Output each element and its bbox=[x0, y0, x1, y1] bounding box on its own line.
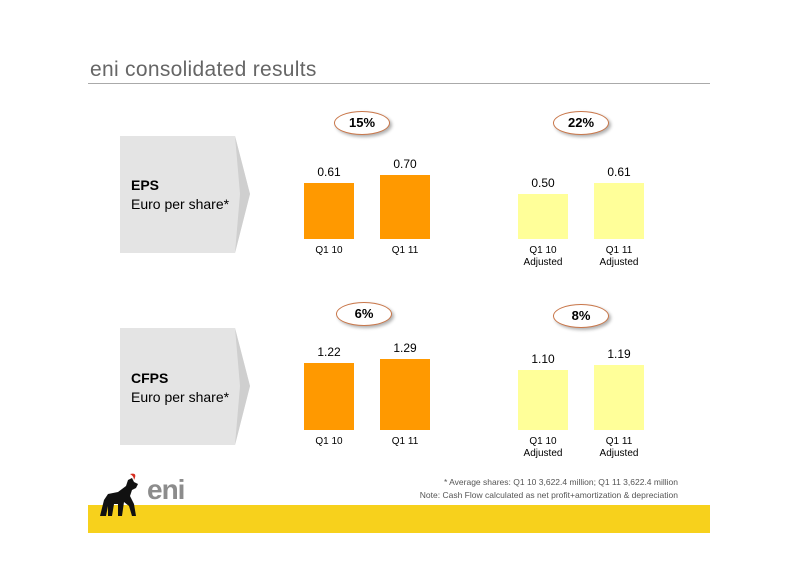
data-label: 1.10 bbox=[531, 351, 555, 366]
data-label: 1.22 bbox=[317, 344, 341, 359]
category-label: Q1 10 bbox=[315, 245, 343, 256]
footnote-shares: * Average shares: Q1 10 3,622.4 million;… bbox=[443, 477, 678, 487]
footer-band bbox=[88, 505, 710, 533]
chart-bar bbox=[594, 364, 644, 430]
arrow-shape bbox=[120, 328, 250, 445]
cfps-adjusted-growth-badge: 8% bbox=[553, 304, 609, 328]
eps-label-box: EPS Euro per share* bbox=[120, 136, 250, 253]
data-label: 1.29 bbox=[393, 341, 417, 356]
chart-bar bbox=[304, 362, 354, 430]
category-label: Q1 11 Adjusted bbox=[599, 436, 639, 459]
six-legged-dog-icon bbox=[100, 473, 138, 516]
data-label: 0.70 bbox=[393, 157, 417, 172]
eps-adjusted-growth-badge: 22% bbox=[553, 111, 609, 135]
category-label: Q1 10 Adjusted bbox=[523, 436, 563, 459]
data-label: 0.61 bbox=[607, 165, 631, 180]
chart-bar bbox=[380, 359, 430, 430]
footnotes: * Average shares: Q1 10 3,622.4 million;… bbox=[280, 476, 678, 502]
chart-bar bbox=[594, 183, 644, 239]
title-divider bbox=[88, 83, 710, 84]
eps-growth-badge: 15% bbox=[334, 111, 390, 135]
arrow-shape bbox=[120, 136, 250, 253]
category-label: Q1 10 Adjusted bbox=[523, 245, 563, 268]
chart-bar bbox=[518, 193, 568, 239]
chart-bar bbox=[518, 369, 568, 430]
chart-bar bbox=[304, 183, 354, 239]
data-label: 1.19 bbox=[607, 346, 631, 361]
eps-label: EPS bbox=[131, 177, 160, 193]
data-label: 0.61 bbox=[317, 165, 341, 180]
category-label: Q1 11 bbox=[391, 436, 419, 447]
logo-wordmark: eni bbox=[147, 474, 185, 505]
chart-bar bbox=[380, 175, 430, 239]
cfps-sublabel: Euro per share* bbox=[131, 389, 230, 405]
category-label: Q1 11 bbox=[391, 245, 419, 256]
data-label: 0.50 bbox=[531, 175, 555, 190]
category-label: Q1 10 bbox=[315, 436, 343, 447]
cfps-growth-badge: 6% bbox=[336, 302, 392, 326]
page-title: eni consolidated results bbox=[90, 58, 317, 81]
eni-logo: eni bbox=[94, 470, 204, 520]
cfps-label: CFPS bbox=[131, 370, 169, 386]
category-label: Q1 11 Adjusted bbox=[599, 245, 639, 268]
eps-sublabel: Euro per share* bbox=[131, 196, 230, 212]
cfps-label-box: CFPS Euro per share* bbox=[120, 328, 250, 445]
footnote-cashflow: Note: Cash Flow calculated as net profit… bbox=[419, 490, 678, 500]
